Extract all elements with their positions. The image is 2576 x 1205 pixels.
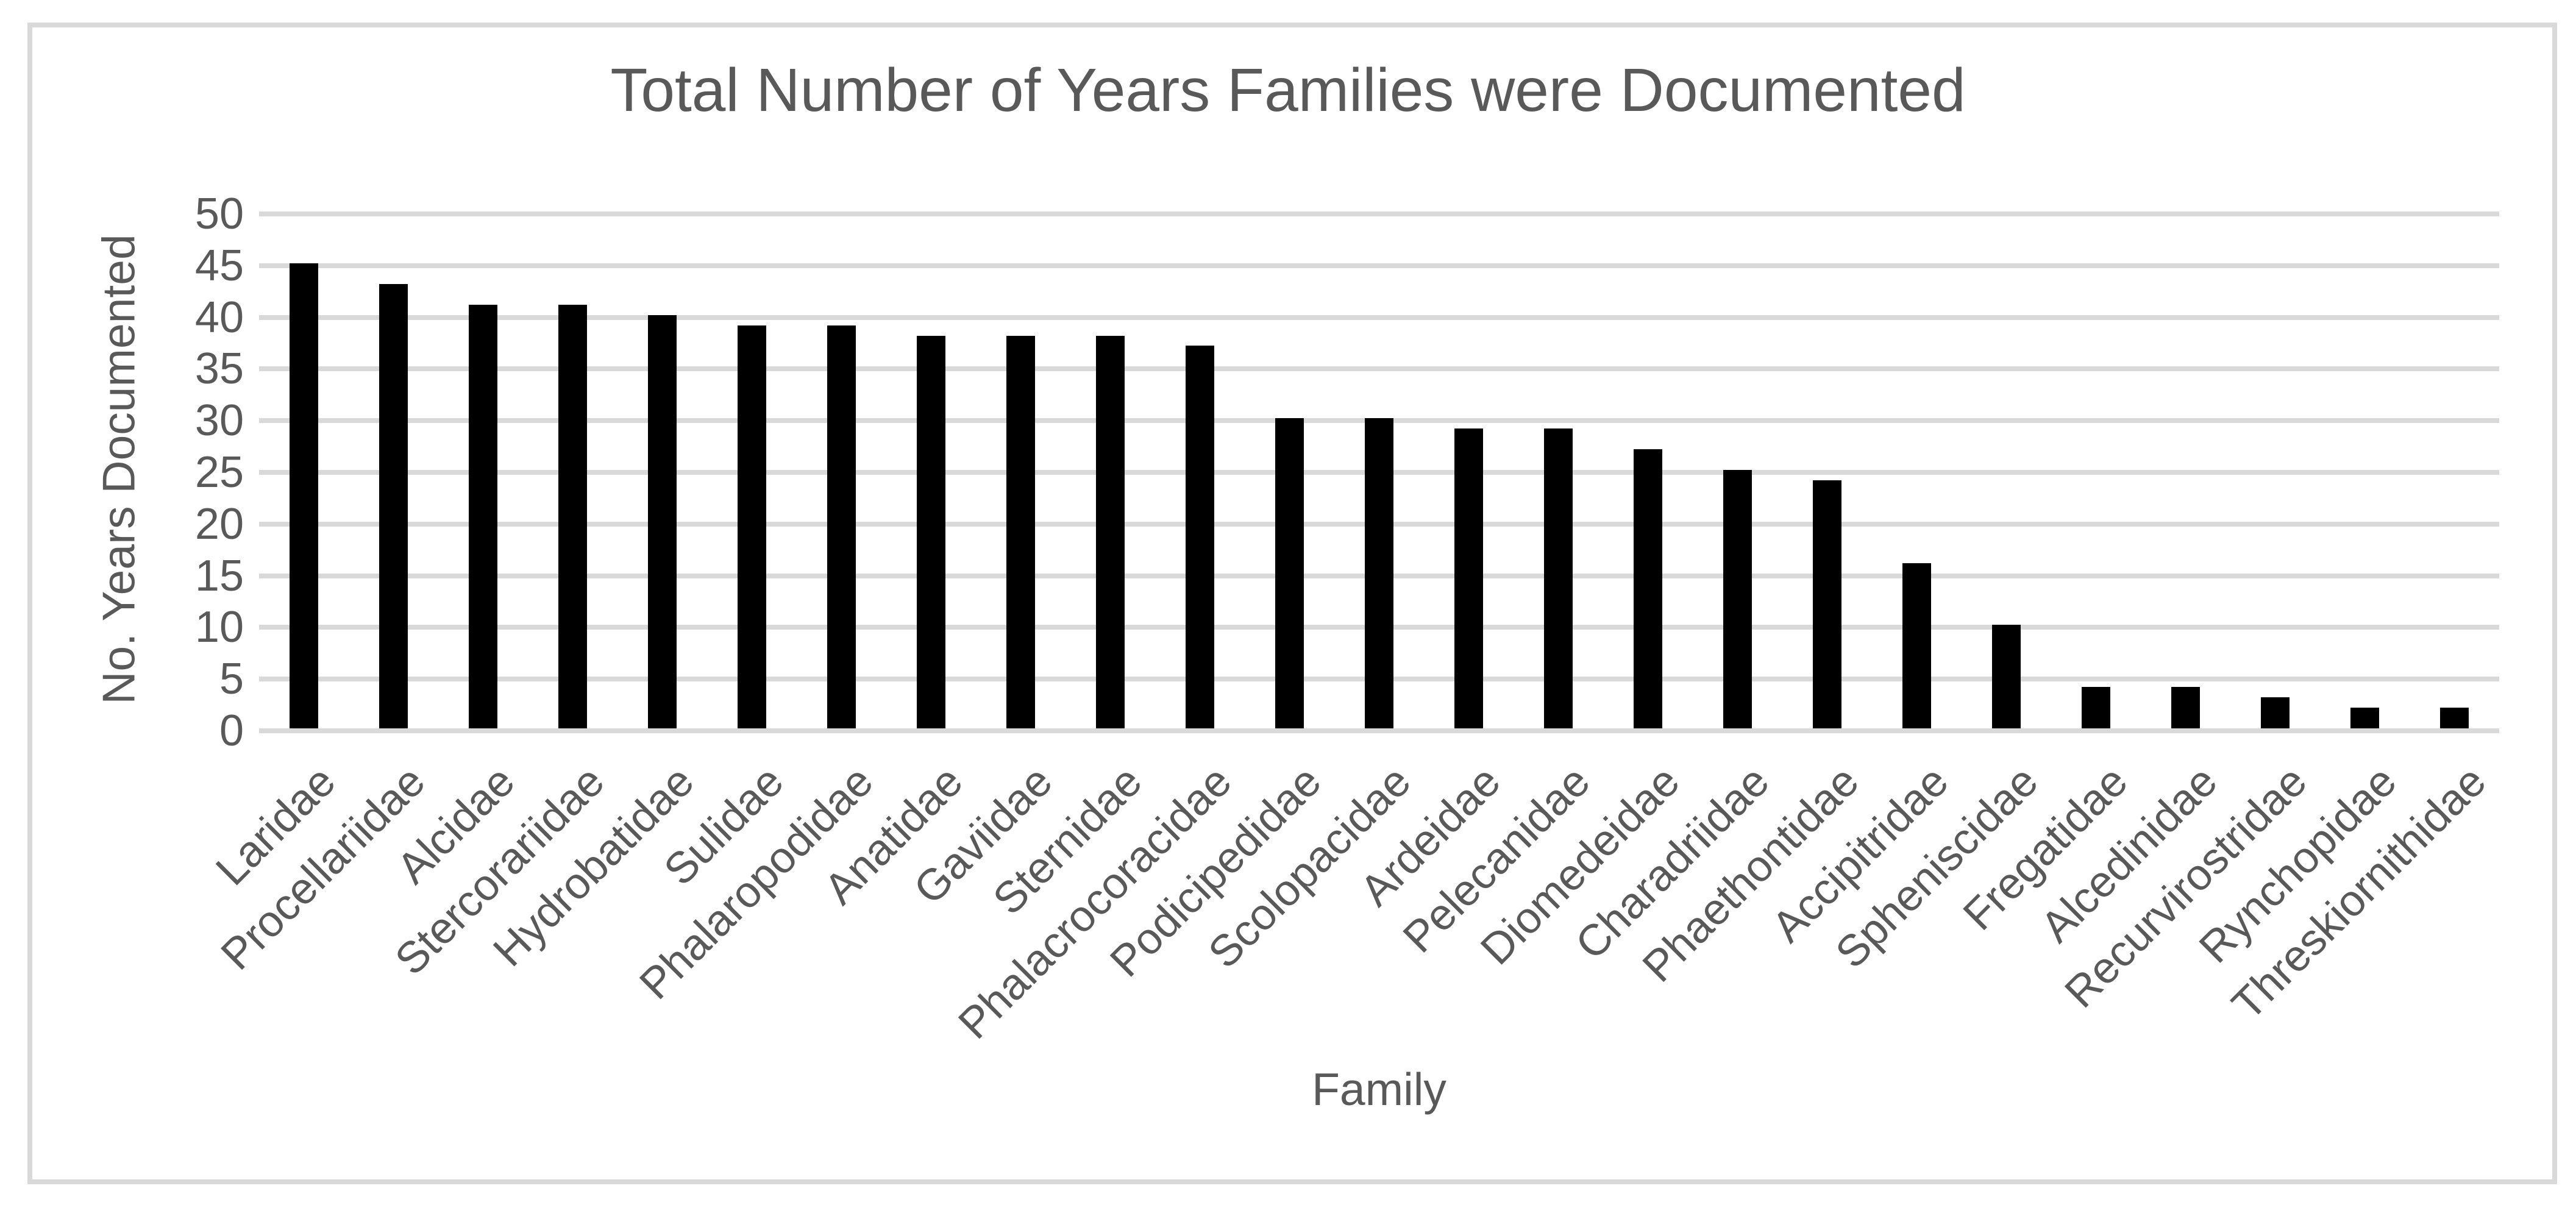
gridline	[259, 728, 2499, 733]
bar	[1186, 346, 1214, 728]
bar	[2171, 687, 2200, 728]
bar	[2082, 687, 2110, 728]
y-tick-label: 45	[194, 241, 244, 290]
bar	[379, 283, 408, 728]
bar	[827, 325, 856, 728]
bar	[1365, 418, 1393, 728]
bar	[2440, 708, 2469, 728]
y-tick-label: 30	[194, 396, 244, 446]
bar	[1544, 428, 1573, 728]
y-tick-label: 50	[194, 190, 244, 238]
bar	[558, 304, 587, 728]
bar	[1454, 428, 1483, 728]
bar	[738, 325, 766, 728]
bar	[1723, 470, 1752, 728]
bar	[2350, 708, 2379, 728]
y-tick-label: 15	[194, 551, 244, 600]
bar	[1006, 335, 1035, 728]
bar	[469, 304, 497, 728]
y-tick-label: 0	[219, 706, 244, 755]
bar	[290, 263, 318, 728]
plot-area	[259, 211, 2499, 733]
y-tick-label: 35	[194, 344, 244, 394]
bar	[2261, 697, 2290, 728]
y-tick-label: 20	[194, 499, 244, 549]
bar	[1275, 418, 1304, 728]
bar	[1096, 335, 1125, 728]
y-tick-label: 10	[194, 603, 244, 652]
y-tick-label: 25	[194, 448, 244, 497]
y-tick-label: 5	[219, 655, 244, 704]
x-axis-title: Family	[1312, 1064, 1446, 1115]
y-tick-label: 40	[194, 293, 244, 342]
bar	[1992, 625, 2021, 728]
chart-title: Total Number of Years Families were Docu…	[610, 56, 1966, 124]
gridline	[259, 263, 2499, 268]
bar	[1813, 480, 1841, 728]
gridline	[259, 366, 2499, 372]
gridline	[259, 211, 2499, 216]
bar	[917, 335, 945, 728]
bar	[648, 315, 677, 728]
bar	[1902, 563, 1931, 728]
bar	[1634, 449, 1662, 728]
gridline	[259, 315, 2499, 320]
